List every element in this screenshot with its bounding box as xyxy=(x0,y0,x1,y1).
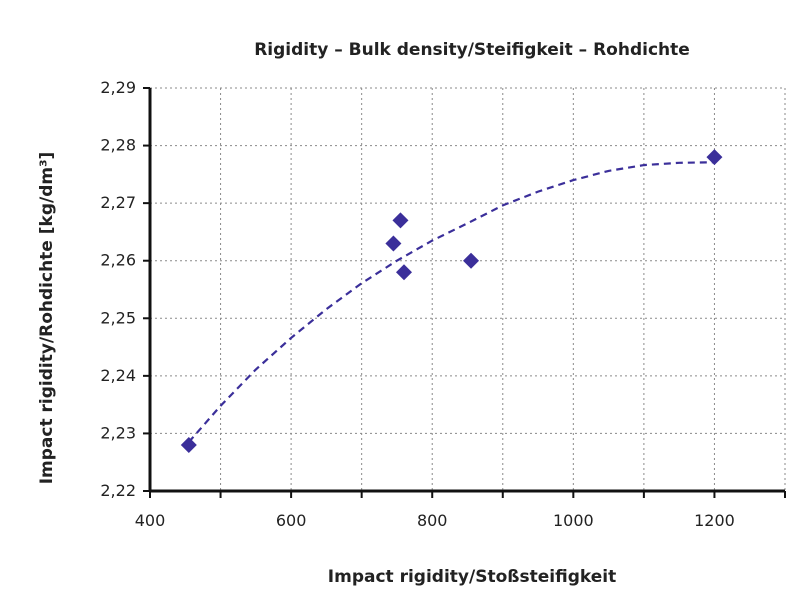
x-tick-label: 1000 xyxy=(553,511,594,530)
x-tick-label: 1200 xyxy=(694,511,735,530)
data-point-diamond xyxy=(463,252,480,269)
y-tick-label: 2,25 xyxy=(100,308,136,327)
data-point-diamond xyxy=(392,212,409,229)
data-point-diamond xyxy=(180,436,197,453)
trendline xyxy=(187,161,715,443)
data-point-diamond xyxy=(385,235,402,252)
data-point-diamond xyxy=(706,149,723,166)
x-tick-label: 400 xyxy=(135,511,166,530)
y-tick-label: 2,27 xyxy=(100,193,136,212)
x-tick-label: 800 xyxy=(417,511,448,530)
x-tick-label: 600 xyxy=(276,511,307,530)
y-axis-label: Impact rigidity/Rohdichte [kg/dm³] xyxy=(37,152,57,485)
x-tick-labels: 400 600 800 1000 1200 xyxy=(135,511,735,530)
y-tick-label: 2,24 xyxy=(100,366,136,385)
y-tick-label: 2,26 xyxy=(100,251,136,270)
y-tick-label: 2,29 xyxy=(100,78,136,97)
y-tick-label: 2,22 xyxy=(100,481,136,500)
data-points xyxy=(180,149,723,453)
data-point-diamond xyxy=(396,264,412,281)
gridlines xyxy=(150,87,786,491)
y-tick-labels: 2,22 2,23 2,24 2,25 2,26 2,27 2,28 2,29 xyxy=(100,78,136,500)
trendline-group xyxy=(187,161,715,443)
y-tick-label: 2,23 xyxy=(100,423,136,442)
x-axis-label: Impact rigidity/Stoßsteifigkeit xyxy=(328,567,616,587)
axes xyxy=(143,87,786,498)
y-tick-label: 2,28 xyxy=(100,136,136,155)
chart-title: Rigidity – Bulk density/Steifigkeit – Ro… xyxy=(254,40,690,60)
